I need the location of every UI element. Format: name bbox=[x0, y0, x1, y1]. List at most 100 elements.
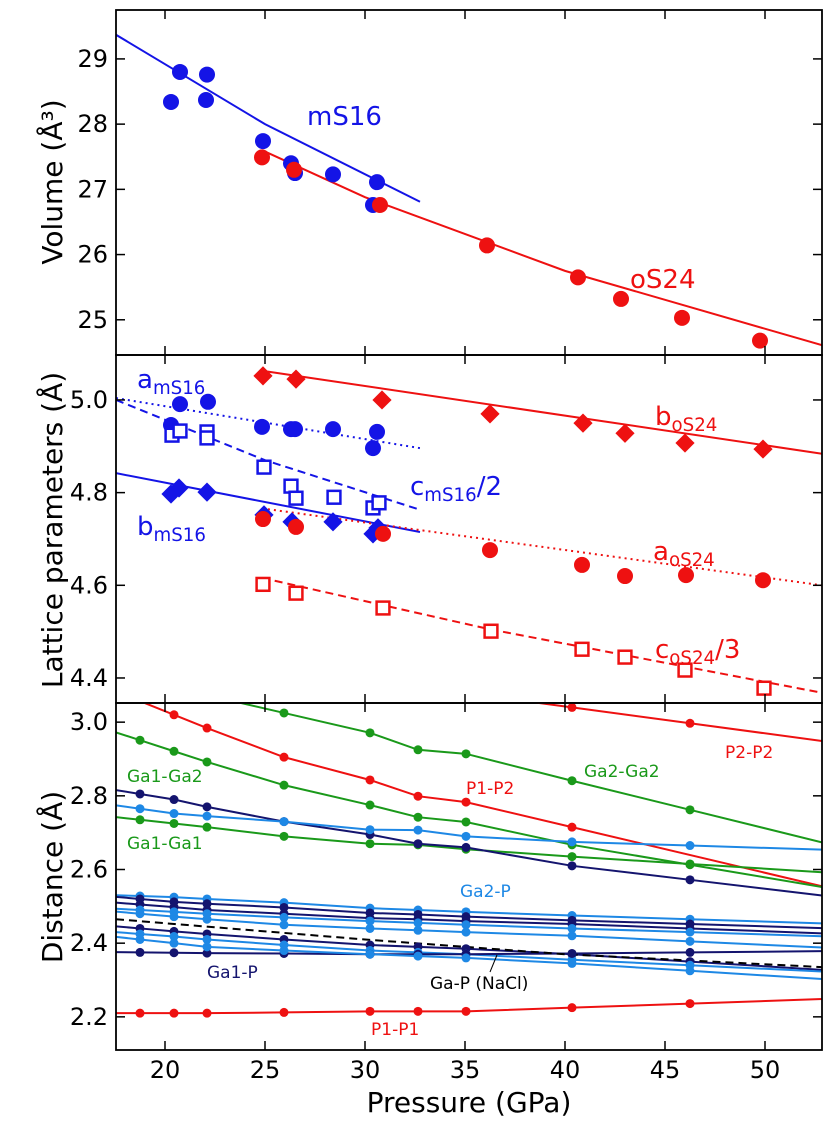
x-tick-label: 30 bbox=[350, 1056, 381, 1084]
point bbox=[254, 418, 270, 435]
series-label: mS16 bbox=[307, 102, 382, 132]
point bbox=[200, 393, 216, 410]
y-tick-label: 4.6 bbox=[70, 571, 108, 599]
label-main: Ga2-Ga2 bbox=[584, 762, 660, 782]
point bbox=[413, 925, 423, 935]
series-label: P1-P1 bbox=[371, 1020, 419, 1040]
point bbox=[202, 1008, 212, 1018]
point bbox=[202, 757, 212, 767]
series-line bbox=[261, 507, 822, 587]
series-label: Ga2-Ga2 bbox=[584, 762, 660, 782]
point bbox=[369, 174, 385, 191]
label-main: Ga2-P bbox=[460, 882, 511, 902]
point bbox=[372, 197, 388, 213]
label-main: Ga1-Ga2 bbox=[127, 767, 203, 787]
series-label: Ga1-P bbox=[207, 963, 258, 983]
point bbox=[753, 439, 773, 459]
y-axis-title: Distance (Å) bbox=[35, 791, 69, 963]
y-tick-label: 27 bbox=[77, 175, 108, 203]
point bbox=[685, 875, 695, 885]
point bbox=[461, 797, 471, 807]
point bbox=[574, 556, 590, 573]
series-line bbox=[261, 369, 822, 455]
point bbox=[567, 948, 577, 958]
line-extension bbox=[689, 950, 822, 954]
point bbox=[202, 822, 212, 832]
point bbox=[199, 66, 215, 83]
line-extension bbox=[689, 960, 822, 971]
y-axis-title: Lattice parameters (Å) bbox=[35, 372, 69, 688]
series-line bbox=[261, 576, 822, 694]
series-label: Ga1-Ga1 bbox=[127, 834, 203, 854]
point bbox=[480, 404, 500, 424]
point bbox=[574, 641, 590, 657]
point bbox=[479, 237, 495, 254]
point bbox=[172, 63, 188, 80]
point bbox=[279, 817, 289, 827]
point bbox=[685, 936, 695, 946]
label-subscript: mS16 bbox=[154, 525, 206, 546]
point bbox=[255, 133, 271, 150]
line-extension bbox=[689, 923, 822, 930]
x-tick-label: 25 bbox=[250, 1056, 281, 1084]
point bbox=[677, 662, 693, 678]
point bbox=[202, 802, 212, 812]
panel-frame bbox=[115, 9, 823, 356]
point bbox=[461, 953, 471, 963]
point bbox=[135, 735, 145, 745]
point bbox=[279, 708, 289, 718]
point bbox=[365, 923, 375, 933]
label-subscript: oS24 bbox=[669, 550, 715, 571]
point bbox=[567, 923, 577, 933]
point bbox=[461, 920, 471, 930]
point bbox=[365, 825, 375, 835]
plot-area bbox=[116, 33, 822, 349]
series-label: coS24/3 bbox=[655, 635, 740, 669]
label-main: c bbox=[410, 472, 424, 502]
label-subscript: mS16 bbox=[424, 485, 476, 506]
label-subscript: oS24 bbox=[672, 415, 718, 436]
point bbox=[567, 1003, 577, 1013]
line-extension bbox=[689, 722, 822, 742]
point bbox=[279, 780, 289, 790]
point bbox=[567, 931, 577, 941]
point bbox=[279, 902, 289, 912]
y-tick-label: 4.8 bbox=[70, 479, 108, 507]
point bbox=[135, 909, 145, 919]
point bbox=[279, 831, 289, 841]
point bbox=[169, 809, 179, 819]
line-extension bbox=[689, 940, 822, 949]
point bbox=[365, 839, 375, 849]
label-main: Ga1-P bbox=[207, 963, 258, 983]
point bbox=[375, 600, 391, 616]
point bbox=[372, 390, 392, 410]
point bbox=[323, 512, 343, 532]
line-extension bbox=[689, 808, 822, 844]
point bbox=[365, 728, 375, 738]
point bbox=[169, 938, 179, 948]
label-main: oS24 bbox=[630, 265, 696, 295]
point bbox=[613, 290, 629, 307]
label-main: Ga1-Ga1 bbox=[127, 834, 203, 854]
series-label: cmS16/2 bbox=[410, 472, 502, 506]
y-tick-label: 28 bbox=[77, 110, 108, 138]
series-label: P1-P2 bbox=[466, 779, 514, 799]
point bbox=[413, 951, 423, 961]
line-extension bbox=[689, 863, 822, 888]
point bbox=[169, 932, 179, 942]
point bbox=[287, 421, 303, 438]
label-main: Ga-P (NaCl) bbox=[430, 974, 528, 994]
point bbox=[756, 680, 772, 696]
point bbox=[413, 825, 423, 835]
point bbox=[685, 927, 695, 937]
label-suffix: /3 bbox=[715, 635, 740, 665]
line-extension bbox=[689, 918, 822, 925]
series-line bbox=[571, 706, 691, 725]
y-tick-label: 3.0 bbox=[70, 708, 108, 736]
x-axis-title: Pressure (GPa) bbox=[367, 1086, 572, 1119]
point bbox=[685, 999, 695, 1009]
point bbox=[567, 703, 577, 712]
leader-line bbox=[489, 954, 498, 973]
point bbox=[202, 811, 212, 821]
